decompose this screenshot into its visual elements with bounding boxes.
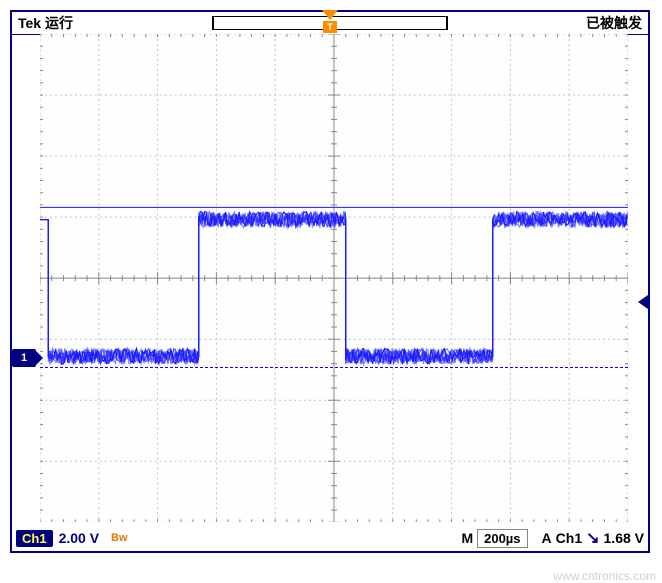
timebase-readout: M 200µs (461, 529, 527, 548)
bandwidth-limit-icon: Bw (111, 532, 128, 544)
readout-bar: Ch1 2.00 V Bw M 200µs A Ch1 ↘ 1.68 V (12, 525, 648, 551)
trigger-source-a: A (542, 530, 552, 546)
trigger-slope-icon: ↘ (586, 528, 599, 548)
oscilloscope-frame: Tek 运行 T 已被触发 1 Ch1 2.00 V Bw M 200µs A … (10, 10, 650, 553)
vertical-scale-readout: 2.00 V (59, 530, 99, 546)
trigger-arrow-down-icon (322, 10, 338, 20)
channel-number-label: 1 (21, 352, 27, 364)
channel-1-trace (40, 34, 628, 522)
trigger-t-badge: T (323, 21, 337, 33)
trigger-channel: Ch1 (556, 530, 582, 546)
trigger-level-indicator-icon (638, 295, 648, 309)
trigger-status: 已被触发 (586, 13, 642, 33)
trigger-position-marker: T (322, 10, 338, 26)
trigger-readout: A Ch1 ↘ 1.68 V (542, 528, 644, 548)
header-bar: Tek 运行 T 已被触发 (12, 12, 648, 35)
brand-label: Tek (18, 15, 41, 31)
watermark-text: www.cntronics.com (553, 569, 656, 583)
brand-status: Tek 运行 (12, 13, 73, 33)
channel-1-ground-marker: 1 (12, 349, 36, 367)
trigger-level-value: 1.68 V (604, 530, 644, 546)
run-status: 运行 (45, 15, 73, 31)
ground-reference-line (40, 367, 628, 368)
waveform-display (40, 34, 628, 523)
timebase-value: 200µs (477, 529, 527, 548)
timebase-label: M (461, 530, 473, 546)
channel-badge: Ch1 (16, 530, 53, 547)
